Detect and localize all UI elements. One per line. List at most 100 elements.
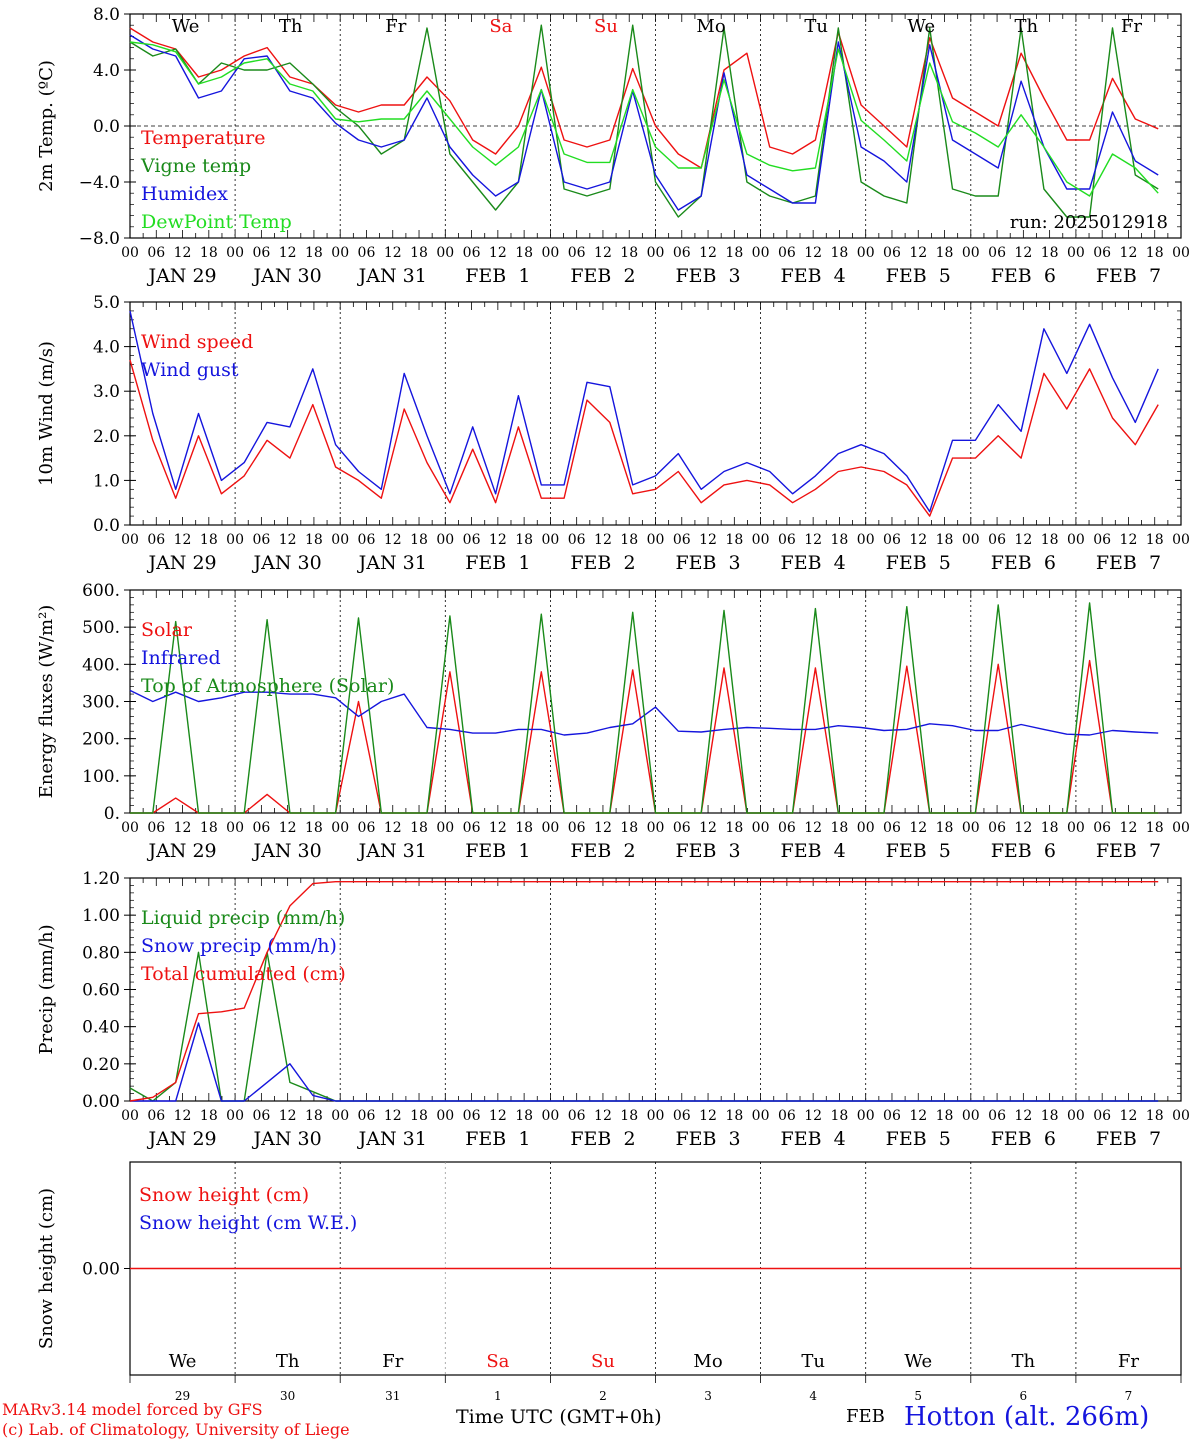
date-label: FEB 3 — [675, 840, 740, 862]
series-line-4 — [129, 41, 1159, 197]
hour-tick-label: 06 — [463, 245, 481, 261]
hour-tick-label: 00 — [1172, 820, 1190, 836]
hour-tick-label: 06 — [568, 532, 586, 548]
hour-tick-label: 00 — [647, 245, 665, 261]
hour-tick-label: 18 — [620, 820, 638, 836]
hour-tick-label: 00 — [647, 532, 665, 548]
y-tick-label: 0.0 — [93, 516, 120, 536]
series-line-3 — [130, 602, 1159, 814]
hour-tick-label: 00 — [121, 1108, 139, 1124]
legend-entry: Temperature — [141, 127, 265, 149]
date-label: JAN 29 — [146, 1128, 216, 1150]
hour-tick-label: 12 — [489, 1108, 507, 1124]
weekday-label: Fr — [1118, 1351, 1139, 1372]
hour-tick-label: 00 — [857, 820, 875, 836]
hour-tick-label: 00 — [647, 1108, 665, 1124]
hour-tick-label: 12 — [1120, 532, 1138, 548]
day-number-label: 6 — [1020, 1389, 1028, 1403]
hour-tick-label: 00 — [647, 820, 665, 836]
weekday-label: Fr — [385, 16, 406, 37]
hour-tick-label: 06 — [778, 532, 796, 548]
hour-tick-label: 18 — [1041, 820, 1059, 836]
hour-tick-label: 06 — [358, 1108, 376, 1124]
hour-tick-label: 06 — [673, 532, 691, 548]
series-line-1 — [129, 359, 1159, 517]
weekday-label: Fr — [382, 1351, 403, 1372]
series-line-2 — [129, 24, 1159, 218]
hour-tick-label: 12 — [1120, 1108, 1138, 1124]
hour-tick-label: 00 — [1172, 532, 1190, 548]
y-tick-label: −4.0 — [79, 173, 120, 193]
hour-tick-label: 00 — [1172, 245, 1190, 261]
date-label: JAN 30 — [252, 840, 322, 862]
hour-tick-label: 12 — [384, 820, 402, 836]
hour-tick-label: 00 — [752, 532, 770, 548]
hour-tick-label: 00 — [962, 532, 980, 548]
date-label: JAN 29 — [146, 265, 216, 287]
hour-tick-label: 06 — [883, 532, 901, 548]
day-number-label: 30 — [280, 1389, 295, 1403]
hour-tick-label: 00 — [436, 532, 454, 548]
date-label: FEB 1 — [465, 552, 530, 574]
series-line-2 — [130, 1022, 1159, 1102]
series-line-2 — [129, 310, 1159, 513]
legend-entry: Snow precip (mm/h) — [141, 935, 337, 957]
hour-tick-label: 00 — [331, 1108, 349, 1124]
date-label: FEB 2 — [570, 1128, 635, 1150]
legend-entry: DewPoint Temp — [141, 211, 292, 233]
hour-tick-label: 18 — [725, 1108, 743, 1124]
legend-entry: Vigne temp — [140, 155, 251, 177]
hour-tick-label: 18 — [725, 532, 743, 548]
y-tick-label: 8.0 — [93, 5, 120, 25]
hour-tick-label: 18 — [1146, 532, 1164, 548]
hour-tick-label: 18 — [1041, 1108, 1059, 1124]
station-name: Hotton (alt. 266m) — [904, 1402, 1150, 1432]
hour-tick-label: 06 — [568, 1108, 586, 1124]
date-label: FEB 4 — [781, 1128, 846, 1150]
hour-tick-label: 12 — [804, 1108, 822, 1124]
hour-tick-label: 00 — [331, 820, 349, 836]
hour-tick-label: 00 — [962, 1108, 980, 1124]
weekday-label: We — [904, 1351, 932, 1372]
date-label: FEB 6 — [991, 265, 1056, 287]
hour-tick-label: 18 — [515, 1108, 533, 1124]
y-axis-label: Energy fluxes (W/m²) — [36, 605, 57, 799]
hour-tick-label: 06 — [147, 820, 165, 836]
date-label: FEB 3 — [675, 1128, 740, 1150]
hour-tick-label: 18 — [200, 532, 218, 548]
weekday-label: We — [172, 16, 200, 37]
legend-entry: Wind speed — [141, 331, 253, 353]
weekday-label: Th — [276, 1351, 300, 1372]
hour-tick-label: 18 — [831, 245, 849, 261]
y-tick-label: 1.0 — [93, 471, 120, 491]
date-label: FEB 1 — [465, 265, 530, 287]
run-label: run: 2025012918 — [1010, 212, 1168, 233]
y-tick-label: 500. — [82, 618, 120, 638]
date-label: FEB 5 — [886, 265, 951, 287]
date-label: JAN 29 — [146, 552, 216, 574]
hour-tick-label: 12 — [699, 532, 717, 548]
y-tick-label: 600. — [82, 581, 120, 601]
weekday-label: Fr — [1121, 16, 1142, 37]
date-label: FEB 7 — [1096, 265, 1161, 287]
panel-2: 5.0 4.0 3.0 2.0 1.0 0.0 10m Wind (m/s) Wind spe… — [36, 293, 1190, 574]
y-tick-label: 0.40 — [82, 1018, 120, 1038]
hour-tick-label: 18 — [831, 532, 849, 548]
panel-4: 1.20 1.00 0.80 0.60 0.40 0.20 0.00 Precip (mm/h… — [36, 869, 1190, 1150]
day-number-label: 3 — [704, 1389, 712, 1403]
weekday-label: Sa — [486, 1351, 509, 1372]
day-number-label: 29 — [175, 1389, 190, 1403]
date-label: FEB 5 — [886, 840, 951, 862]
hour-tick-label: 06 — [147, 532, 165, 548]
day-number-label: 7 — [1125, 1389, 1133, 1403]
date-label: JAN 31 — [357, 265, 427, 287]
hour-tick-label: 06 — [252, 532, 270, 548]
hour-tick-label: 00 — [121, 245, 139, 261]
hour-tick-label: 00 — [1067, 532, 1085, 548]
hour-tick-label: 12 — [384, 1108, 402, 1124]
hour-tick-label: 18 — [620, 1108, 638, 1124]
y-tick-label: 0.60 — [82, 981, 120, 1001]
hour-tick-label: 18 — [725, 820, 743, 836]
hour-tick-label: 06 — [883, 820, 901, 836]
y-tick-label: 5.0 — [93, 293, 120, 313]
